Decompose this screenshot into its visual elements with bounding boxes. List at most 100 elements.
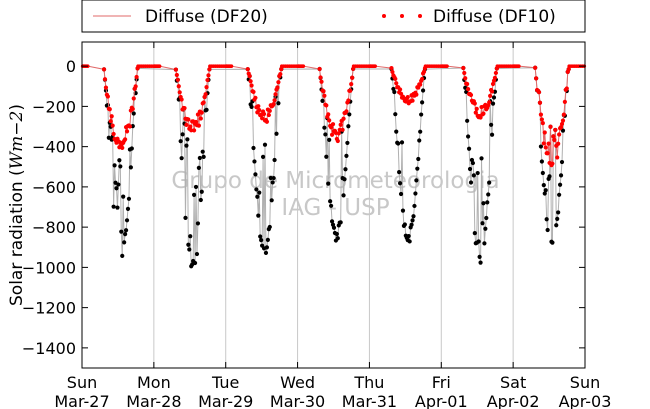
global-point xyxy=(274,131,279,136)
global-point xyxy=(420,88,426,93)
global-point xyxy=(466,134,471,139)
df10-point xyxy=(560,118,566,123)
df10-point xyxy=(253,95,258,100)
df10-point xyxy=(539,117,544,122)
df10-point xyxy=(537,100,543,105)
df10-point xyxy=(405,94,410,100)
df10-point xyxy=(421,69,427,74)
global-point xyxy=(269,198,274,203)
x-tick-day-label: Fri xyxy=(432,373,451,392)
global-point xyxy=(344,153,349,158)
x-tick-date-label: Apr-01 xyxy=(415,392,468,409)
x-tick-day-label: Mon xyxy=(137,373,171,392)
df10-point xyxy=(488,93,493,98)
global-point xyxy=(114,186,119,191)
global-point xyxy=(201,154,206,159)
global-point xyxy=(276,101,281,106)
df10-point xyxy=(199,110,204,115)
diffuse-df10-points xyxy=(80,64,587,168)
diffuse-df20-line xyxy=(82,65,585,167)
global-point xyxy=(393,112,398,117)
global-point xyxy=(547,174,552,179)
global-point xyxy=(331,225,337,230)
x-tick-day-label: Thu xyxy=(353,373,384,392)
global-point xyxy=(120,253,125,258)
global-point xyxy=(402,222,407,227)
df10-point xyxy=(536,90,542,95)
df10-point xyxy=(336,131,341,136)
global-point xyxy=(198,197,203,203)
global-point xyxy=(471,173,476,178)
df10-point xyxy=(198,116,203,121)
legend-df10-marker xyxy=(418,14,422,18)
df10-point xyxy=(490,81,496,87)
global-point xyxy=(489,132,495,137)
df10-point xyxy=(487,100,492,105)
global-point xyxy=(477,254,482,259)
df10-point xyxy=(397,87,403,92)
y-tick-label: −200 xyxy=(32,97,76,116)
global-point xyxy=(341,193,346,198)
global-point xyxy=(489,122,494,127)
global-point xyxy=(543,188,548,193)
global-point xyxy=(538,144,544,149)
global-point xyxy=(346,124,351,129)
df10-point xyxy=(393,76,398,81)
global-point xyxy=(186,242,191,247)
x-tick-date-label: Apr-03 xyxy=(559,392,612,409)
global-point xyxy=(557,192,562,197)
global-point xyxy=(542,191,547,196)
df10-point xyxy=(461,65,466,71)
df10-point xyxy=(463,76,468,81)
global-point xyxy=(338,220,343,225)
df10-point xyxy=(351,66,356,72)
global-point xyxy=(416,156,421,162)
df10-point xyxy=(468,92,474,98)
x-tick-date-label: Mar-28 xyxy=(126,392,181,409)
legend-box xyxy=(81,0,586,33)
global-point xyxy=(199,189,204,194)
global-point xyxy=(466,146,472,151)
df10-point xyxy=(275,85,280,90)
df10-point xyxy=(196,123,201,128)
x-tick-day-label: Sat xyxy=(500,373,526,392)
df10-point xyxy=(492,75,498,80)
global-point xyxy=(398,191,404,197)
legend: Diffuse (DF20) Diffuse (DF10) xyxy=(81,0,586,33)
global-point xyxy=(414,178,419,183)
global-point xyxy=(128,165,133,170)
df10-point xyxy=(229,64,234,68)
df10-point xyxy=(541,141,546,146)
x-tick-day-label: Wed xyxy=(280,373,315,392)
global-point xyxy=(191,192,197,197)
global-point xyxy=(180,132,185,137)
global-point xyxy=(125,206,131,211)
x-tick-day-label: Sun xyxy=(570,373,600,392)
global-point xyxy=(192,260,198,266)
df10-point xyxy=(105,94,110,99)
global-point xyxy=(272,157,277,163)
global-point xyxy=(413,191,418,196)
df10-point xyxy=(108,119,113,124)
global-point xyxy=(545,227,550,233)
global-point xyxy=(263,250,269,256)
global-point xyxy=(112,163,117,168)
global-point xyxy=(118,164,123,169)
df10-point xyxy=(557,132,562,137)
global-point xyxy=(328,199,333,204)
df10-point xyxy=(327,118,332,123)
global-point xyxy=(271,175,276,181)
df10-point xyxy=(111,131,116,137)
global-point xyxy=(121,194,126,199)
x-axis: SunMar-27MonMar-28TueMar-29WedMar-30ThuM… xyxy=(54,42,611,409)
df10-point xyxy=(102,77,108,82)
df10-point xyxy=(206,73,211,78)
df10-point xyxy=(175,77,180,82)
global-point xyxy=(486,192,491,197)
global-point xyxy=(126,196,132,201)
global-point xyxy=(397,170,402,175)
global-point xyxy=(539,159,544,164)
df10-point xyxy=(349,82,354,87)
global-point xyxy=(187,247,192,252)
global-point xyxy=(396,141,401,146)
